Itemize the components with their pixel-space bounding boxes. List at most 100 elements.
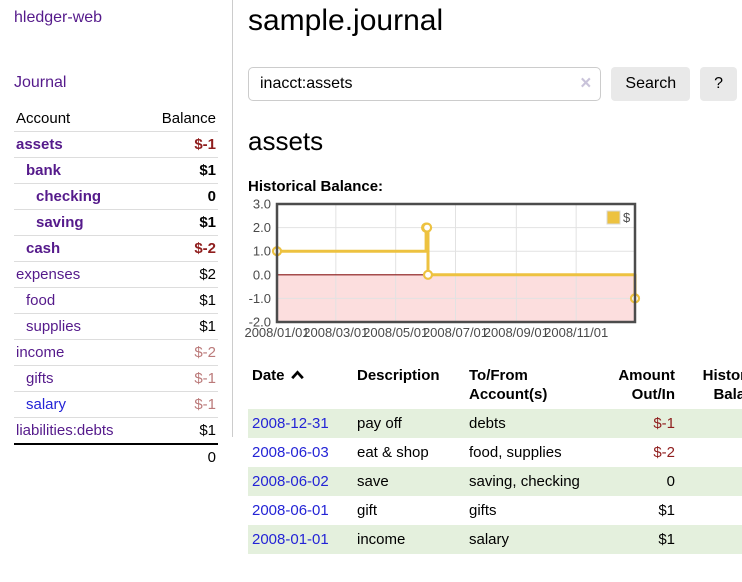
register-accounts: food, supplies	[469, 444, 562, 461]
col-description: Description	[357, 367, 440, 384]
register-accounts: gifts	[469, 502, 497, 519]
account-link[interactable]: cash	[26, 240, 61, 257]
app-title: hledger-web	[14, 9, 232, 27]
search-input[interactable]	[248, 67, 602, 101]
register-date-link[interactable]: 2008-06-02	[252, 473, 329, 490]
register-amount: 0	[666, 473, 675, 490]
x-tick-label: 2008/09/01	[484, 325, 549, 340]
register-table-body: 2008-12-31 pay off debts $-1$-1 2008-06-03 ea…	[248, 409, 742, 554]
register-row: 2008-06-02 save saving, checking 0$2	[248, 467, 742, 496]
y-tick-label: 0.0	[253, 267, 271, 282]
register-description: income	[357, 531, 406, 548]
col-date[interactable]: Date	[248, 361, 353, 409]
y-tick-label: 1.0	[253, 244, 271, 259]
accounts-header-balance: Balance	[161, 110, 216, 127]
chart-title: Historical Balance:	[248, 178, 384, 195]
legend-label: $	[623, 210, 631, 225]
register-balance: 0	[679, 438, 742, 467]
register-header-row: Date Description To/From Account(s) Amou…	[248, 361, 742, 409]
account-row: salary $-1	[14, 391, 218, 418]
register-description: pay off	[357, 415, 402, 432]
nav-journal: Journal	[14, 74, 232, 92]
account-row: liabilities:debts $1	[14, 417, 218, 445]
account-balance: $-2	[194, 240, 216, 257]
nav-journal-link[interactable]: Journal	[14, 74, 67, 91]
account-link[interactable]: expenses	[16, 266, 81, 283]
plot-border	[275, 202, 637, 324]
account-link[interactable]: assets	[16, 136, 63, 153]
account-row: food $1	[14, 287, 218, 314]
account-link[interactable]: supplies	[26, 318, 82, 335]
account-balance: $1	[199, 318, 216, 335]
account-link[interactable]: checking	[36, 188, 102, 205]
register-date: 2008-06-02	[248, 467, 353, 496]
sidebar: hledger-web Journal Account Balance asse…	[0, 0, 233, 466]
main-content: sample.journal × Search ? assets Histori…	[244, 0, 742, 554]
register-balance: $2	[679, 496, 742, 525]
register-amount: $1	[658, 502, 675, 519]
accounts-table-body: assets $-1 bank $1 checking 0 saving $1 cash $-2 e…	[14, 131, 218, 445]
account-row: checking 0	[14, 183, 218, 210]
data-point-marker	[422, 222, 433, 233]
account-balance: $1	[199, 162, 216, 179]
register-date-link[interactable]: 2008-12-31	[252, 415, 329, 432]
account-balance: $-1	[194, 136, 216, 153]
register-balance: $2	[679, 467, 742, 496]
x-tick-label: 2008/07/01	[423, 325, 488, 340]
accounts-table: Account Balance assets $-1 bank $1 checking 0…	[14, 106, 218, 470]
account-link[interactable]: saving	[36, 214, 84, 231]
account-link[interactable]: food	[26, 292, 56, 309]
clear-search-icon[interactable]: ×	[580, 73, 592, 95]
register-row: 2008-12-31 pay off debts $-1$-1	[248, 409, 742, 438]
register-date: 2008-01-01	[248, 525, 353, 554]
account-link[interactable]: income	[16, 344, 65, 361]
accounts-header-account: Account	[16, 110, 71, 127]
account-balance: $-1	[194, 396, 216, 413]
y-tick-label: 2.0	[253, 220, 271, 235]
register-table: Date Description To/From Account(s) Amou…	[248, 361, 742, 554]
account-row: assets $-1	[14, 131, 218, 158]
col-amount-out-in: Amount Out/In	[618, 367, 675, 403]
account-balance: $1	[199, 292, 216, 309]
app-title-link[interactable]: hledger-web	[14, 9, 103, 26]
register-row: 2008-06-03 eat & shop food, supplies $-20	[248, 438, 742, 467]
register-amount: $-2	[653, 444, 675, 461]
register-date-link[interactable]: 2008-01-01	[252, 531, 329, 548]
account-row: cash $-2	[14, 235, 218, 262]
register-date-link[interactable]: 2008-06-01	[252, 502, 329, 519]
accounts-total-value: 0	[207, 449, 216, 466]
y-tick-label: -2.0	[249, 315, 271, 330]
x-tick-label: 2008/03/01	[303, 325, 368, 340]
register-date: 2008-12-31	[248, 409, 353, 438]
account-row: gifts $-1	[14, 365, 218, 392]
account-balance: $-1	[194, 370, 216, 387]
register-row: 2008-01-01 income salary $1$1	[248, 525, 742, 554]
search-button[interactable]: Search	[611, 67, 691, 101]
account-link[interactable]: salary	[26, 396, 67, 413]
register-description: gift	[357, 502, 378, 519]
data-point-marker	[422, 269, 434, 280]
register-accounts: saving, checking	[469, 473, 580, 490]
y-tick-label: -1.0	[249, 291, 271, 306]
account-balance: $1	[199, 214, 216, 231]
accounts-total-row: 0	[14, 444, 218, 470]
historical-balance-chart: $3.0 2.0 1.0 0.0 -1.0 -2.02008/01/012008/03/0…	[244, 197, 641, 340]
account-link[interactable]: bank	[26, 162, 62, 179]
register-description: eat & shop	[357, 444, 429, 461]
register-row: 2008-06-01 gift gifts $1$2	[248, 496, 742, 525]
register-date: 2008-06-01	[248, 496, 353, 525]
account-row: supplies $1	[14, 313, 218, 340]
col-historical-balance: Historical Balance	[702, 367, 742, 403]
account-row: income $-2	[14, 339, 218, 366]
register-balance: $-1	[679, 409, 742, 438]
register-date-link[interactable]: 2008-06-03	[252, 444, 329, 461]
account-link[interactable]: liabilities:debts	[16, 422, 114, 439]
account-row: bank $1	[14, 157, 218, 184]
page-title: sample.journal	[248, 4, 444, 37]
account-link[interactable]: gifts	[26, 370, 54, 387]
account-balance: $2	[199, 266, 216, 283]
legend-swatch	[606, 210, 621, 225]
search-box: ×	[248, 67, 602, 101]
x-tick-label: 2008/05/01	[363, 325, 428, 340]
help-button[interactable]: ?	[700, 67, 737, 101]
